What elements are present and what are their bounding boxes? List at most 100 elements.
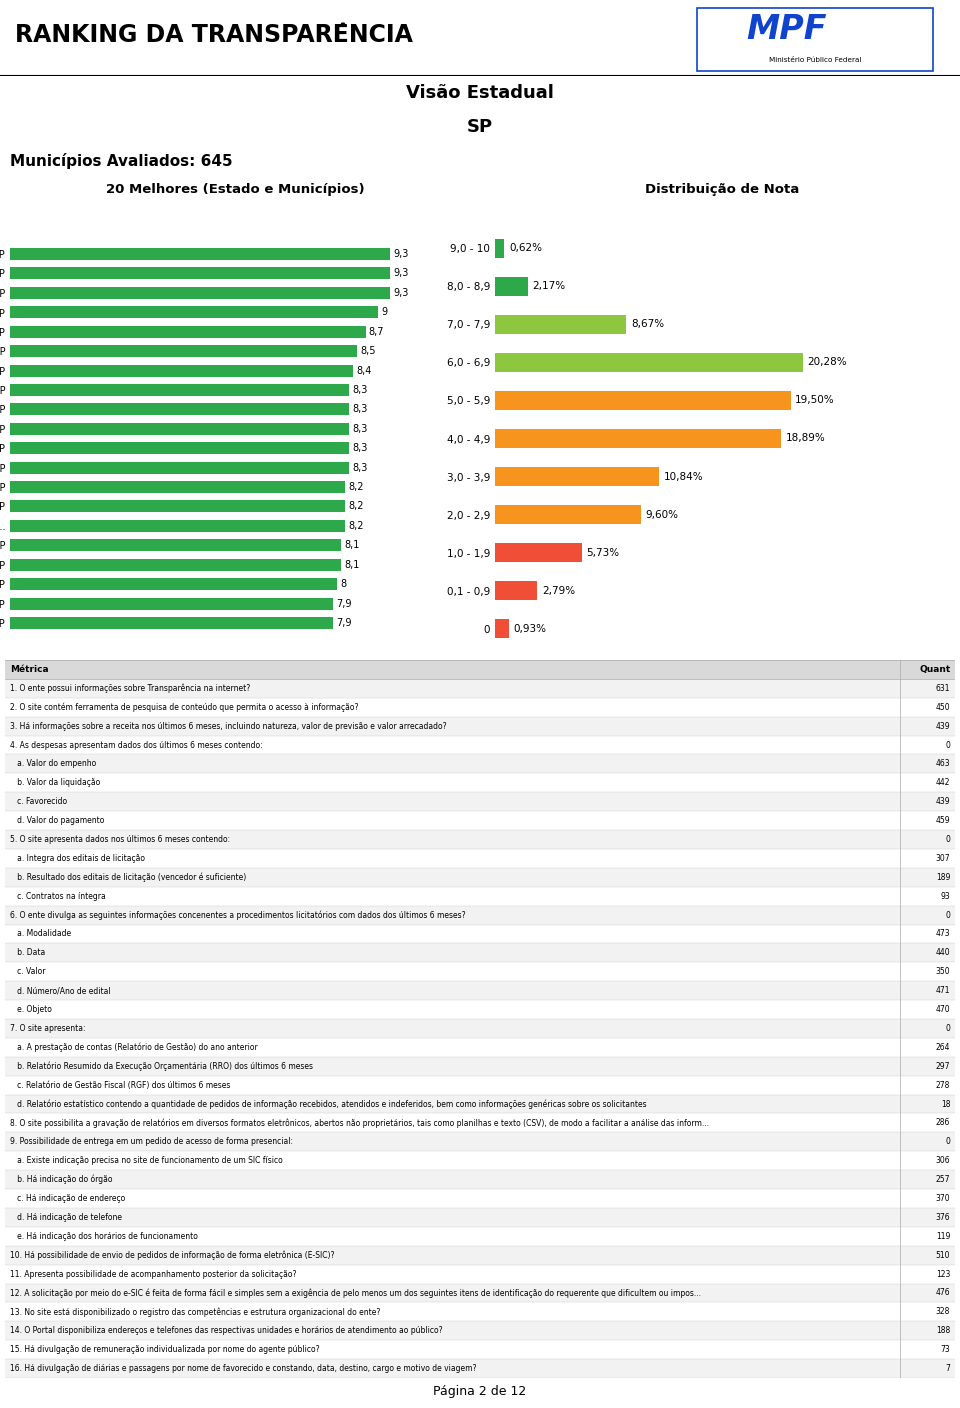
Bar (10, 597, 333, 610)
Text: b. Data: b. Data (10, 949, 45, 957)
Text: 1. O ente possui informações sobre Transparência na internet?: 1. O ente possui informações sobre Trans… (10, 684, 250, 693)
Text: 8: 8 (340, 579, 347, 589)
Text: 476: 476 (936, 1288, 950, 1298)
Text: b. Resultado dos editais de licitação (vencedor é suficiente): b. Resultado dos editais de licitação (v… (10, 873, 246, 881)
Text: 16. Há divulgação de diárias e passagens por nome de favorecido e constando, dat: 16. Há divulgação de diárias e passagens… (10, 1364, 476, 1373)
FancyBboxPatch shape (5, 849, 955, 867)
Text: 450: 450 (936, 703, 950, 711)
Text: 188: 188 (936, 1326, 950, 1335)
Text: b. Valor da liquidação: b. Valor da liquidação (10, 779, 100, 787)
Text: c. Valor: c. Valor (10, 967, 45, 976)
Text: 8,5: 8,5 (361, 346, 376, 356)
Text: 510: 510 (936, 1250, 950, 1260)
Text: 6. O ente divulga as seguintes informações concenentes a procedimentos licitatór: 6. O ente divulga as seguintes informaçõ… (10, 911, 466, 919)
FancyBboxPatch shape (5, 793, 955, 811)
FancyBboxPatch shape (5, 773, 955, 793)
Text: 8,4: 8,4 (356, 366, 372, 376)
FancyBboxPatch shape (5, 1246, 955, 1264)
Text: 19,50%: 19,50% (795, 396, 835, 406)
Text: 9,60%: 9,60% (645, 510, 678, 520)
FancyBboxPatch shape (5, 1132, 955, 1152)
Bar (10, 462, 349, 473)
FancyBboxPatch shape (5, 1264, 955, 1284)
Text: 8,2: 8,2 (348, 521, 364, 531)
Text: SP: SP (467, 118, 493, 135)
Bar (495, 429, 781, 448)
FancyBboxPatch shape (5, 1321, 955, 1340)
Text: b. Relatório Resumido da Execução Orçamentária (RRO) dos últimos 6 meses: b. Relatório Resumido da Execução Orçame… (10, 1062, 313, 1071)
Bar (10, 403, 349, 415)
Text: a. A prestação de contas (Relatório de Gestão) do ano anterior: a. A prestação de contas (Relatório de G… (10, 1042, 257, 1052)
Text: RANKING DA TRANSPARÊNCIA: RANKING DA TRANSPARÊNCIA (15, 23, 413, 46)
Text: 11. Apresenta possibilidade de acompanhamento posterior da solicitação?: 11. Apresenta possibilidade de acompanha… (10, 1270, 297, 1278)
Text: 7,9: 7,9 (336, 618, 351, 628)
Bar (10, 442, 349, 455)
Text: 123: 123 (936, 1270, 950, 1278)
Text: 9,3: 9,3 (394, 249, 409, 259)
Text: b. Há indicação do órgão: b. Há indicação do órgão (10, 1174, 112, 1184)
FancyBboxPatch shape (5, 1057, 955, 1076)
Text: 8,3: 8,3 (352, 424, 368, 434)
Text: 8,1: 8,1 (345, 541, 360, 551)
Bar (10, 579, 337, 590)
Bar (495, 467, 660, 486)
Text: 631: 631 (936, 684, 950, 693)
FancyBboxPatch shape (5, 1208, 955, 1226)
FancyBboxPatch shape (5, 981, 955, 1000)
FancyBboxPatch shape (5, 1302, 955, 1321)
Text: 189: 189 (936, 873, 950, 881)
Text: 5,73%: 5,73% (587, 548, 619, 558)
Bar (10, 287, 390, 298)
Text: 8,1: 8,1 (345, 560, 360, 570)
Bar (10, 307, 378, 318)
FancyBboxPatch shape (5, 1019, 955, 1038)
Text: 328: 328 (936, 1308, 950, 1316)
Text: 5. O site apresenta dados nos últimos 6 meses contendo:: 5. O site apresenta dados nos últimos 6 … (10, 835, 229, 843)
Text: 8,3: 8,3 (352, 463, 368, 473)
Text: 350: 350 (936, 967, 950, 976)
Text: 119: 119 (936, 1232, 950, 1240)
FancyBboxPatch shape (697, 8, 932, 70)
Text: 8,2: 8,2 (348, 482, 364, 491)
Text: 0: 0 (946, 741, 950, 749)
Text: 8,7: 8,7 (369, 327, 384, 337)
Text: d. Número/Ano de edital: d. Número/Ano de edital (10, 986, 110, 995)
Text: Ministério Público Federal: Ministério Público Federal (769, 58, 861, 63)
Text: 0: 0 (946, 1138, 950, 1146)
Text: 8,3: 8,3 (352, 384, 368, 396)
Text: 2. O site contém ferramenta de pesquisa de conteúdo que permita o acesso à infor: 2. O site contém ferramenta de pesquisa … (10, 703, 358, 712)
Text: 307: 307 (936, 853, 950, 863)
Text: 8,3: 8,3 (352, 444, 368, 453)
Bar (10, 500, 346, 513)
Bar (10, 422, 349, 435)
FancyBboxPatch shape (5, 1359, 955, 1378)
Text: d. Há indicação de telefone: d. Há indicação de telefone (10, 1212, 122, 1222)
Text: 376: 376 (936, 1212, 950, 1222)
FancyBboxPatch shape (5, 1284, 955, 1302)
Text: 7,9: 7,9 (336, 598, 351, 608)
FancyBboxPatch shape (5, 867, 955, 887)
FancyBboxPatch shape (5, 1114, 955, 1132)
Text: 20 Melhores (Estado e Municípios): 20 Melhores (Estado e Municípios) (107, 183, 365, 197)
Text: 8. O site possibilita a gravação de relatórios em diversos formatos eletrônicos,: 8. O site possibilita a gravação de rela… (10, 1118, 708, 1128)
Text: 463: 463 (936, 759, 950, 769)
Text: c. Há indicação de endereço: c. Há indicação de endereço (10, 1194, 125, 1202)
Text: d. Valor do pagamento: d. Valor do pagamento (10, 817, 104, 825)
Text: 9,3: 9,3 (394, 269, 409, 279)
FancyBboxPatch shape (5, 1038, 955, 1057)
FancyBboxPatch shape (5, 1170, 955, 1188)
Text: a. Valor do empenho: a. Valor do empenho (10, 759, 96, 769)
Bar (10, 384, 349, 396)
FancyBboxPatch shape (5, 962, 955, 981)
FancyBboxPatch shape (5, 698, 955, 717)
Text: c. Contratos na íntegra: c. Contratos na íntegra (10, 891, 106, 901)
Text: 18: 18 (941, 1100, 950, 1108)
FancyBboxPatch shape (5, 887, 955, 905)
Text: Métrica: Métrica (10, 665, 48, 674)
Text: 278: 278 (936, 1080, 950, 1090)
FancyBboxPatch shape (5, 943, 955, 962)
Text: 13. No site está disponibilizado o registro das competências e estrutura organiz: 13. No site está disponibilizado o regis… (10, 1307, 380, 1316)
Text: Visão Estadual: Visão Estadual (406, 84, 554, 103)
Text: 471: 471 (936, 986, 950, 995)
FancyBboxPatch shape (5, 660, 955, 679)
